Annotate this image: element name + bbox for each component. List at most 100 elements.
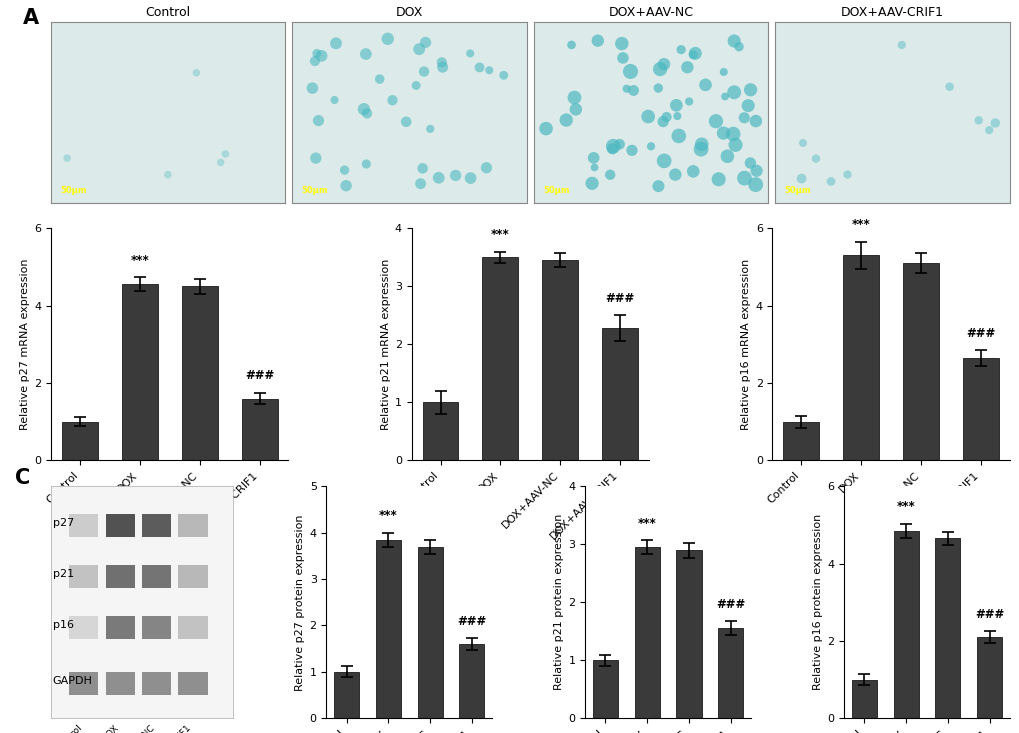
- FancyBboxPatch shape: [106, 616, 135, 639]
- Point: [397, 116, 414, 128]
- Point: [337, 180, 354, 191]
- Point: [447, 169, 464, 181]
- Text: ###: ###: [965, 327, 995, 339]
- Bar: [783, 421, 818, 460]
- Point: [462, 48, 478, 59]
- Point: [566, 92, 582, 103]
- Point: [604, 141, 621, 152]
- Text: ###: ###: [245, 369, 274, 383]
- Point: [742, 84, 758, 95]
- Point: [309, 48, 325, 59]
- Point: [217, 148, 233, 160]
- Bar: [934, 539, 960, 718]
- Y-axis label: Relative p16 protein expression: Relative p16 protein expression: [812, 514, 822, 690]
- Point: [478, 162, 494, 174]
- Point: [668, 110, 685, 122]
- FancyBboxPatch shape: [69, 565, 98, 589]
- Bar: [375, 539, 400, 718]
- Point: [430, 172, 446, 184]
- Text: DOX+AAV-NC: DOX+AAV-NC: [107, 723, 157, 733]
- Point: [568, 103, 584, 115]
- Point: [687, 48, 703, 59]
- Bar: [482, 257, 518, 460]
- Bar: [542, 260, 578, 460]
- Bar: [181, 287, 217, 460]
- Point: [416, 66, 432, 78]
- Point: [639, 111, 655, 122]
- Text: ###: ###: [605, 292, 634, 305]
- Point: [669, 130, 686, 141]
- Bar: [843, 255, 878, 460]
- Bar: [976, 637, 1002, 718]
- Title: Control: Control: [146, 7, 191, 20]
- Point: [839, 169, 855, 180]
- Point: [715, 66, 732, 78]
- Text: ###: ###: [457, 614, 486, 627]
- Bar: [893, 531, 918, 718]
- FancyBboxPatch shape: [178, 616, 208, 639]
- Point: [685, 166, 701, 177]
- Text: GAPDH: GAPDH: [53, 677, 93, 686]
- Point: [658, 111, 675, 123]
- Point: [371, 73, 387, 85]
- FancyBboxPatch shape: [178, 672, 208, 695]
- Point: [212, 157, 228, 169]
- Point: [693, 139, 709, 150]
- Point: [379, 33, 395, 45]
- Y-axis label: Relative p21 mRNA expression: Relative p21 mRNA expression: [380, 259, 390, 430]
- Bar: [634, 547, 659, 718]
- Point: [412, 178, 428, 190]
- Point: [707, 115, 723, 127]
- Text: DOX+AAV-CRIF1: DOX+AAV-CRIF1: [135, 723, 193, 733]
- Bar: [417, 547, 442, 718]
- Point: [731, 41, 747, 53]
- Point: [726, 35, 742, 47]
- Point: [692, 143, 708, 155]
- Point: [651, 63, 667, 75]
- Point: [471, 62, 487, 73]
- FancyBboxPatch shape: [178, 514, 208, 537]
- Point: [667, 100, 684, 111]
- Point: [650, 180, 666, 192]
- Text: DOX: DOX: [100, 723, 120, 733]
- Point: [537, 122, 553, 134]
- FancyBboxPatch shape: [106, 565, 135, 589]
- FancyBboxPatch shape: [106, 672, 135, 695]
- Text: ###: ###: [974, 608, 1004, 621]
- Text: p21: p21: [53, 570, 73, 579]
- Point: [748, 165, 764, 177]
- FancyBboxPatch shape: [69, 616, 98, 639]
- Bar: [902, 263, 938, 460]
- Point: [710, 174, 727, 185]
- Point: [655, 155, 672, 166]
- Point: [714, 128, 731, 139]
- Point: [310, 115, 326, 127]
- Point: [666, 169, 683, 180]
- Bar: [242, 399, 277, 460]
- Point: [747, 179, 763, 191]
- Point: [624, 144, 640, 156]
- Point: [747, 115, 763, 127]
- Point: [583, 177, 599, 189]
- Point: [681, 95, 697, 107]
- Point: [673, 44, 689, 56]
- Point: [589, 34, 605, 46]
- Point: [736, 172, 752, 184]
- FancyBboxPatch shape: [106, 514, 135, 537]
- Point: [358, 48, 374, 60]
- Text: ***: ***: [490, 228, 510, 241]
- Point: [736, 112, 752, 124]
- Bar: [333, 672, 359, 718]
- Y-axis label: Relative p21 protein expression: Relative p21 protein expression: [553, 514, 564, 690]
- Point: [359, 108, 375, 119]
- Point: [481, 65, 497, 76]
- Point: [462, 172, 478, 184]
- Point: [716, 91, 733, 103]
- Point: [655, 59, 672, 70]
- Point: [970, 114, 986, 126]
- Text: Control: Control: [54, 723, 84, 733]
- Y-axis label: Relative p16 mRNA expression: Relative p16 mRNA expression: [741, 259, 751, 430]
- Point: [336, 164, 353, 176]
- Point: [586, 161, 602, 173]
- Point: [160, 169, 176, 180]
